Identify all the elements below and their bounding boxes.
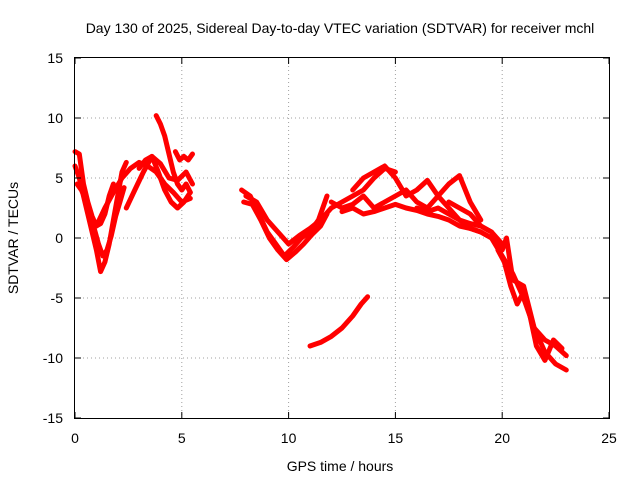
data-layer — [72, 113, 569, 373]
series-arc-10 — [241, 199, 330, 263]
y-tick-label: 10 — [47, 110, 63, 126]
x-tick-label: 20 — [494, 430, 510, 446]
series-arc-17 — [446, 199, 569, 359]
series-arc-8 — [172, 149, 195, 163]
series-arc-11 — [243, 165, 398, 247]
series-arc-6 — [153, 113, 193, 195]
x-tick-label: 15 — [388, 430, 404, 446]
x-tick-label: 5 — [178, 430, 186, 446]
y-tick-label: -10 — [43, 350, 63, 366]
grid-layer — [75, 58, 609, 418]
series-arc-13 — [328, 173, 484, 223]
series-arc-5 — [123, 153, 195, 211]
x-tick-label: 25 — [601, 430, 617, 446]
series-arc-16 — [414, 205, 569, 373]
y-tick-label: 5 — [55, 170, 63, 186]
chart-title: Day 130 of 2025, Sidereal Day-to-day VTE… — [86, 20, 595, 36]
y-tick-label: -15 — [43, 410, 63, 426]
y-tick-label: 0 — [55, 230, 63, 246]
x-tick-label: 0 — [71, 430, 79, 446]
series-arc-7 — [136, 153, 193, 211]
series-arc-3 — [74, 181, 127, 259]
x-axis-label: GPS time / hours — [287, 458, 394, 474]
series-arc-12 — [307, 294, 371, 349]
series-arc-18 — [495, 247, 565, 363]
y-tick-label: -5 — [51, 290, 64, 306]
x-tick-label: 10 — [281, 430, 297, 446]
plot-frame — [74, 57, 610, 419]
y-tick-label: 15 — [47, 50, 63, 66]
tick-layer: 0 5 10 15 20 25 -15 -10 -5 0 5 10 15 — [43, 50, 617, 446]
y-axis-label: SDTVAR / TECUs — [5, 182, 21, 294]
